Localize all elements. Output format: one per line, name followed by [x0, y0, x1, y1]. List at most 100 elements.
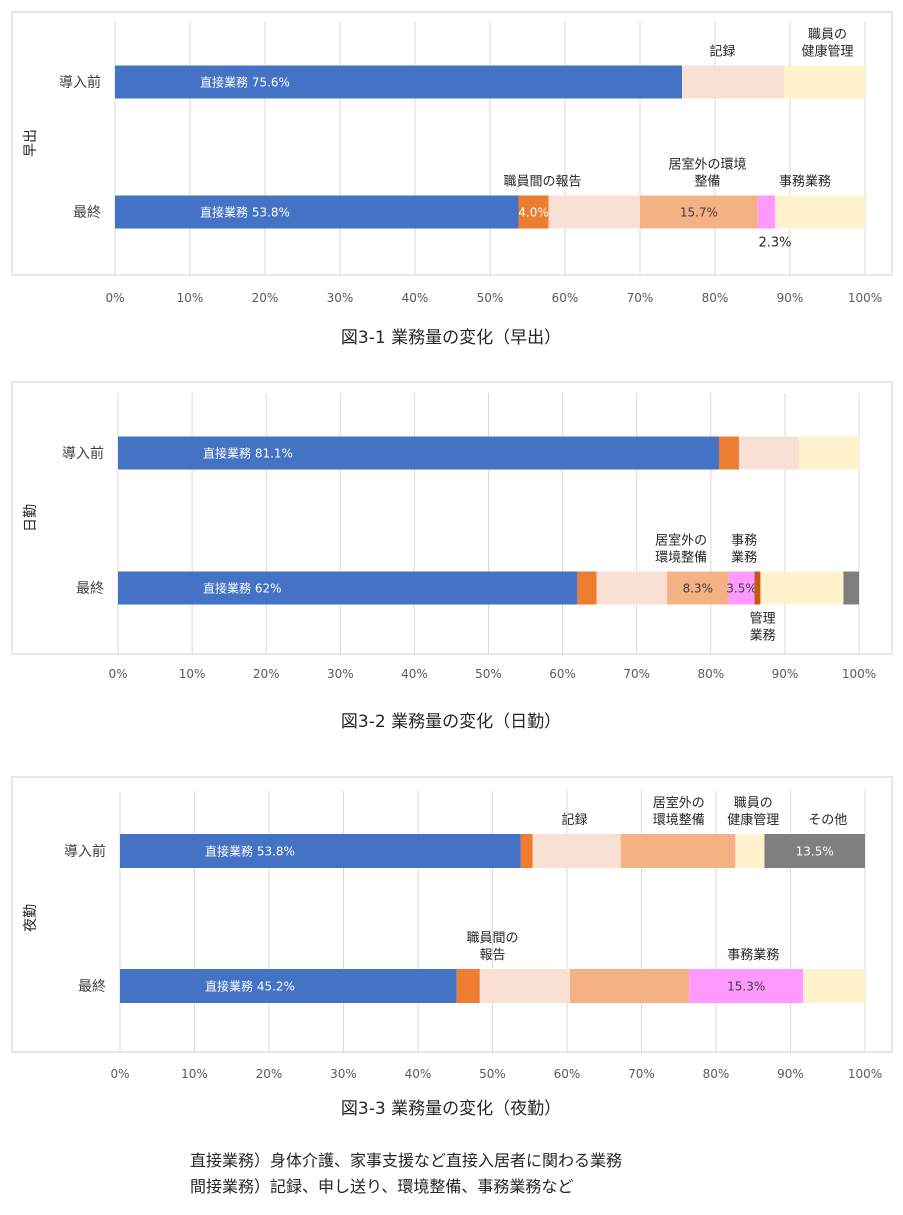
x-tick-label: 40%: [405, 1067, 432, 1081]
x-tick-label: 40%: [402, 291, 429, 305]
bar-segment: [735, 834, 765, 868]
data-label: 直接業務 53.8%: [205, 844, 295, 859]
segment-annotation: 環境整備: [653, 812, 705, 828]
x-tick-label: 70%: [628, 1067, 655, 1081]
segment-annotation: 事務: [731, 534, 757, 549]
x-tick-label: 10%: [181, 1067, 208, 1081]
segment-annotation: 職員の: [734, 796, 773, 811]
bar-segment: [843, 571, 859, 605]
x-tick-label: 90%: [777, 291, 804, 305]
bar-segment: [667, 571, 729, 605]
bar-segment: [120, 834, 521, 868]
x-tick-label: 60%: [552, 291, 579, 305]
x-tick-label: 10%: [179, 667, 206, 681]
bar-segment: [689, 969, 804, 1003]
bar-segment: [784, 65, 865, 99]
segment-annotation: 業務: [731, 550, 757, 566]
data-label: 3.5%: [726, 582, 757, 596]
data-label: 直接業務 75.6%: [200, 75, 290, 90]
chart-caption: 図3-3 業務量の変化（夜勤）: [341, 1099, 561, 1119]
segment-annotation: 記録: [561, 812, 587, 828]
x-tick-label: 20%: [252, 291, 279, 305]
x-tick-label: 80%: [703, 1067, 730, 1081]
category-label: 導入前: [64, 843, 106, 860]
bar-segment: [577, 571, 597, 605]
segment-annotation: 環境整備: [655, 550, 707, 566]
x-tick-label: 90%: [777, 1067, 804, 1081]
data-label: 4.0%: [518, 206, 549, 220]
data-label: 15.3%: [727, 980, 765, 994]
bar-segment: [518, 195, 549, 229]
bar-segment: [738, 436, 799, 470]
x-tick-label: 70%: [623, 667, 650, 681]
x-tick-label: 30%: [327, 667, 354, 681]
bar-segment: [569, 969, 690, 1003]
segment-annotation: 居室外の: [655, 533, 707, 549]
bar-segment: [757, 195, 775, 229]
x-tick-label: 30%: [330, 1067, 357, 1081]
bar-segment: [120, 969, 457, 1003]
bar-segment: [115, 195, 519, 229]
segment-annotation: 居室外の: [653, 795, 705, 811]
x-tick-label: 0%: [110, 1067, 129, 1081]
panel-frame: [11, 11, 893, 276]
x-tick-label: 50%: [475, 667, 502, 681]
panel-frame: [11, 381, 893, 655]
bar-segment: [479, 969, 570, 1003]
x-tick-label: 0%: [105, 291, 124, 305]
data-label: 直接業務 53.8%: [200, 205, 290, 220]
bar-segment: [118, 436, 719, 470]
data-label: 15.7%: [680, 206, 718, 220]
segment-annotation: 居室外の環境: [668, 157, 746, 173]
bar-segment: [760, 571, 844, 605]
x-tick-label: 20%: [256, 1067, 283, 1081]
x-tick-label: 90%: [772, 667, 799, 681]
segment-annotation: 記録: [709, 44, 735, 60]
bar-segment: [596, 571, 668, 605]
bar-segment: [682, 65, 784, 99]
bar-segment: [532, 834, 621, 868]
bar-segment: [118, 571, 578, 605]
segment-annotation: 健康管理: [727, 812, 779, 828]
data-label: 直接業務 45.2%: [205, 979, 295, 994]
segment-annotation: 業務: [750, 628, 776, 644]
x-tick-label: 80%: [697, 667, 724, 681]
segment-annotation: 健康管理: [801, 44, 853, 60]
bar-segment: [764, 834, 865, 868]
bar-segment: [115, 65, 682, 99]
bar-segment: [520, 834, 533, 868]
segment-annotation: 報告: [479, 948, 505, 963]
x-tick-label: 50%: [479, 1067, 506, 1081]
x-tick-label: 20%: [253, 667, 280, 681]
segment-annotation: 2.3%: [758, 236, 791, 251]
panel-side-label: 早出: [23, 129, 39, 157]
data-label: 直接業務 62%: [203, 581, 282, 596]
category-label: 最終: [78, 979, 106, 995]
segment-annotation: 職員間の: [466, 931, 518, 946]
footnote: 直接業務）身体介護、家事支援など直接入居者に関わる業務 間接業務）記録、申し送り…: [190, 1148, 890, 1200]
bar-segment: [775, 195, 865, 229]
chart-caption: 図3-2 業務量の変化（日勤）: [341, 712, 561, 732]
panel-side-label: 夜勤: [23, 904, 39, 932]
x-tick-label: 0%: [108, 667, 127, 681]
segment-annotation: 職員間の報告: [503, 175, 581, 190]
x-tick-label: 40%: [401, 667, 428, 681]
x-tick-label: 30%: [327, 291, 354, 305]
x-tick-label: 10%: [177, 291, 204, 305]
data-label: 13.5%: [796, 845, 834, 859]
x-tick-label: 100%: [848, 1067, 882, 1081]
segment-annotation: 事務業務: [779, 174, 831, 190]
x-tick-label: 80%: [702, 291, 729, 305]
bar-segment: [548, 195, 640, 229]
bar-segment: [620, 834, 736, 868]
bar-segment: [456, 969, 480, 1003]
x-tick-label: 70%: [627, 291, 654, 305]
bar-segment: [754, 571, 761, 605]
chart-caption: 図3-1 業務量の変化（早出）: [341, 328, 561, 348]
segment-annotation: 管理: [750, 612, 776, 627]
panel-frame: [11, 776, 893, 1053]
x-tick-label: 50%: [477, 291, 504, 305]
footnote-line-2: 間接業務）記録、申し送り、環境整備、事務業務など: [190, 1177, 574, 1196]
x-tick-label: 60%: [549, 667, 576, 681]
